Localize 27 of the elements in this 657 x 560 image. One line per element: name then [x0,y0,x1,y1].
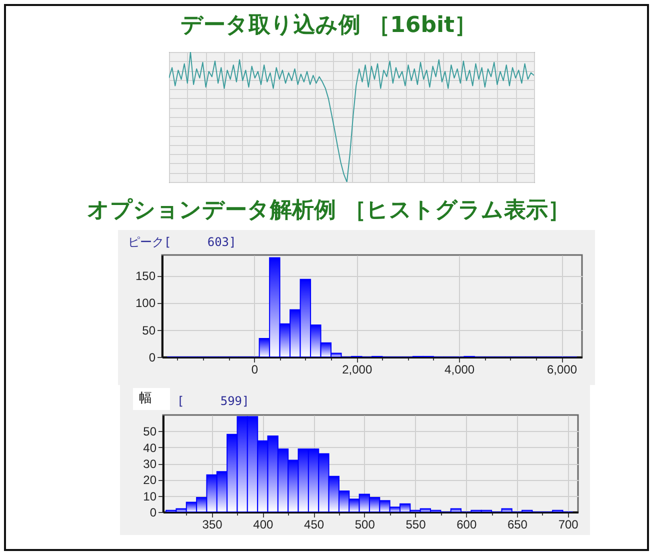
y-tick-label: 20 [143,473,157,488]
chart-title: データ取り込み例 ［16bit］ [179,13,478,39]
x-tick-label: 500 [354,518,376,532]
y-tick-label: 0 [148,350,156,364]
y-tick-label: 40 [143,440,157,455]
y-tick-label: 10 [143,489,157,504]
x-tick-label: 4,000 [444,362,475,376]
y-tick-label: 50 [142,323,156,338]
chart-subtitle: ピーク[ 603] [128,235,236,249]
chart-title: オプションデータ解析例 ［ヒストグラム表示］ [86,198,571,224]
x-tick-label: 2,000 [342,362,372,376]
x-tick-label: 400 [253,518,274,532]
y-tick-label: 50 [143,424,157,439]
y-tick-label: 30 [143,457,157,471]
x-tick-label: 650 [507,518,528,532]
x-tick-label: 700 [558,518,579,532]
y-tick-label: 0 [150,506,157,520]
chart-title: 幅 [133,388,170,410]
x-tick-label: 0 [251,362,258,376]
x-tick-label: 600 [456,518,477,532]
x-tick-label: 550 [406,518,426,532]
x-tick-label: 6,000 [546,362,578,376]
y-tick-label: 100 [135,296,156,310]
x-tick-label: 450 [304,518,324,532]
y-tick-label: 150 [135,269,156,284]
x-tick-label: 350 [202,518,223,532]
chart-subtitle: [ 599] [177,394,250,408]
